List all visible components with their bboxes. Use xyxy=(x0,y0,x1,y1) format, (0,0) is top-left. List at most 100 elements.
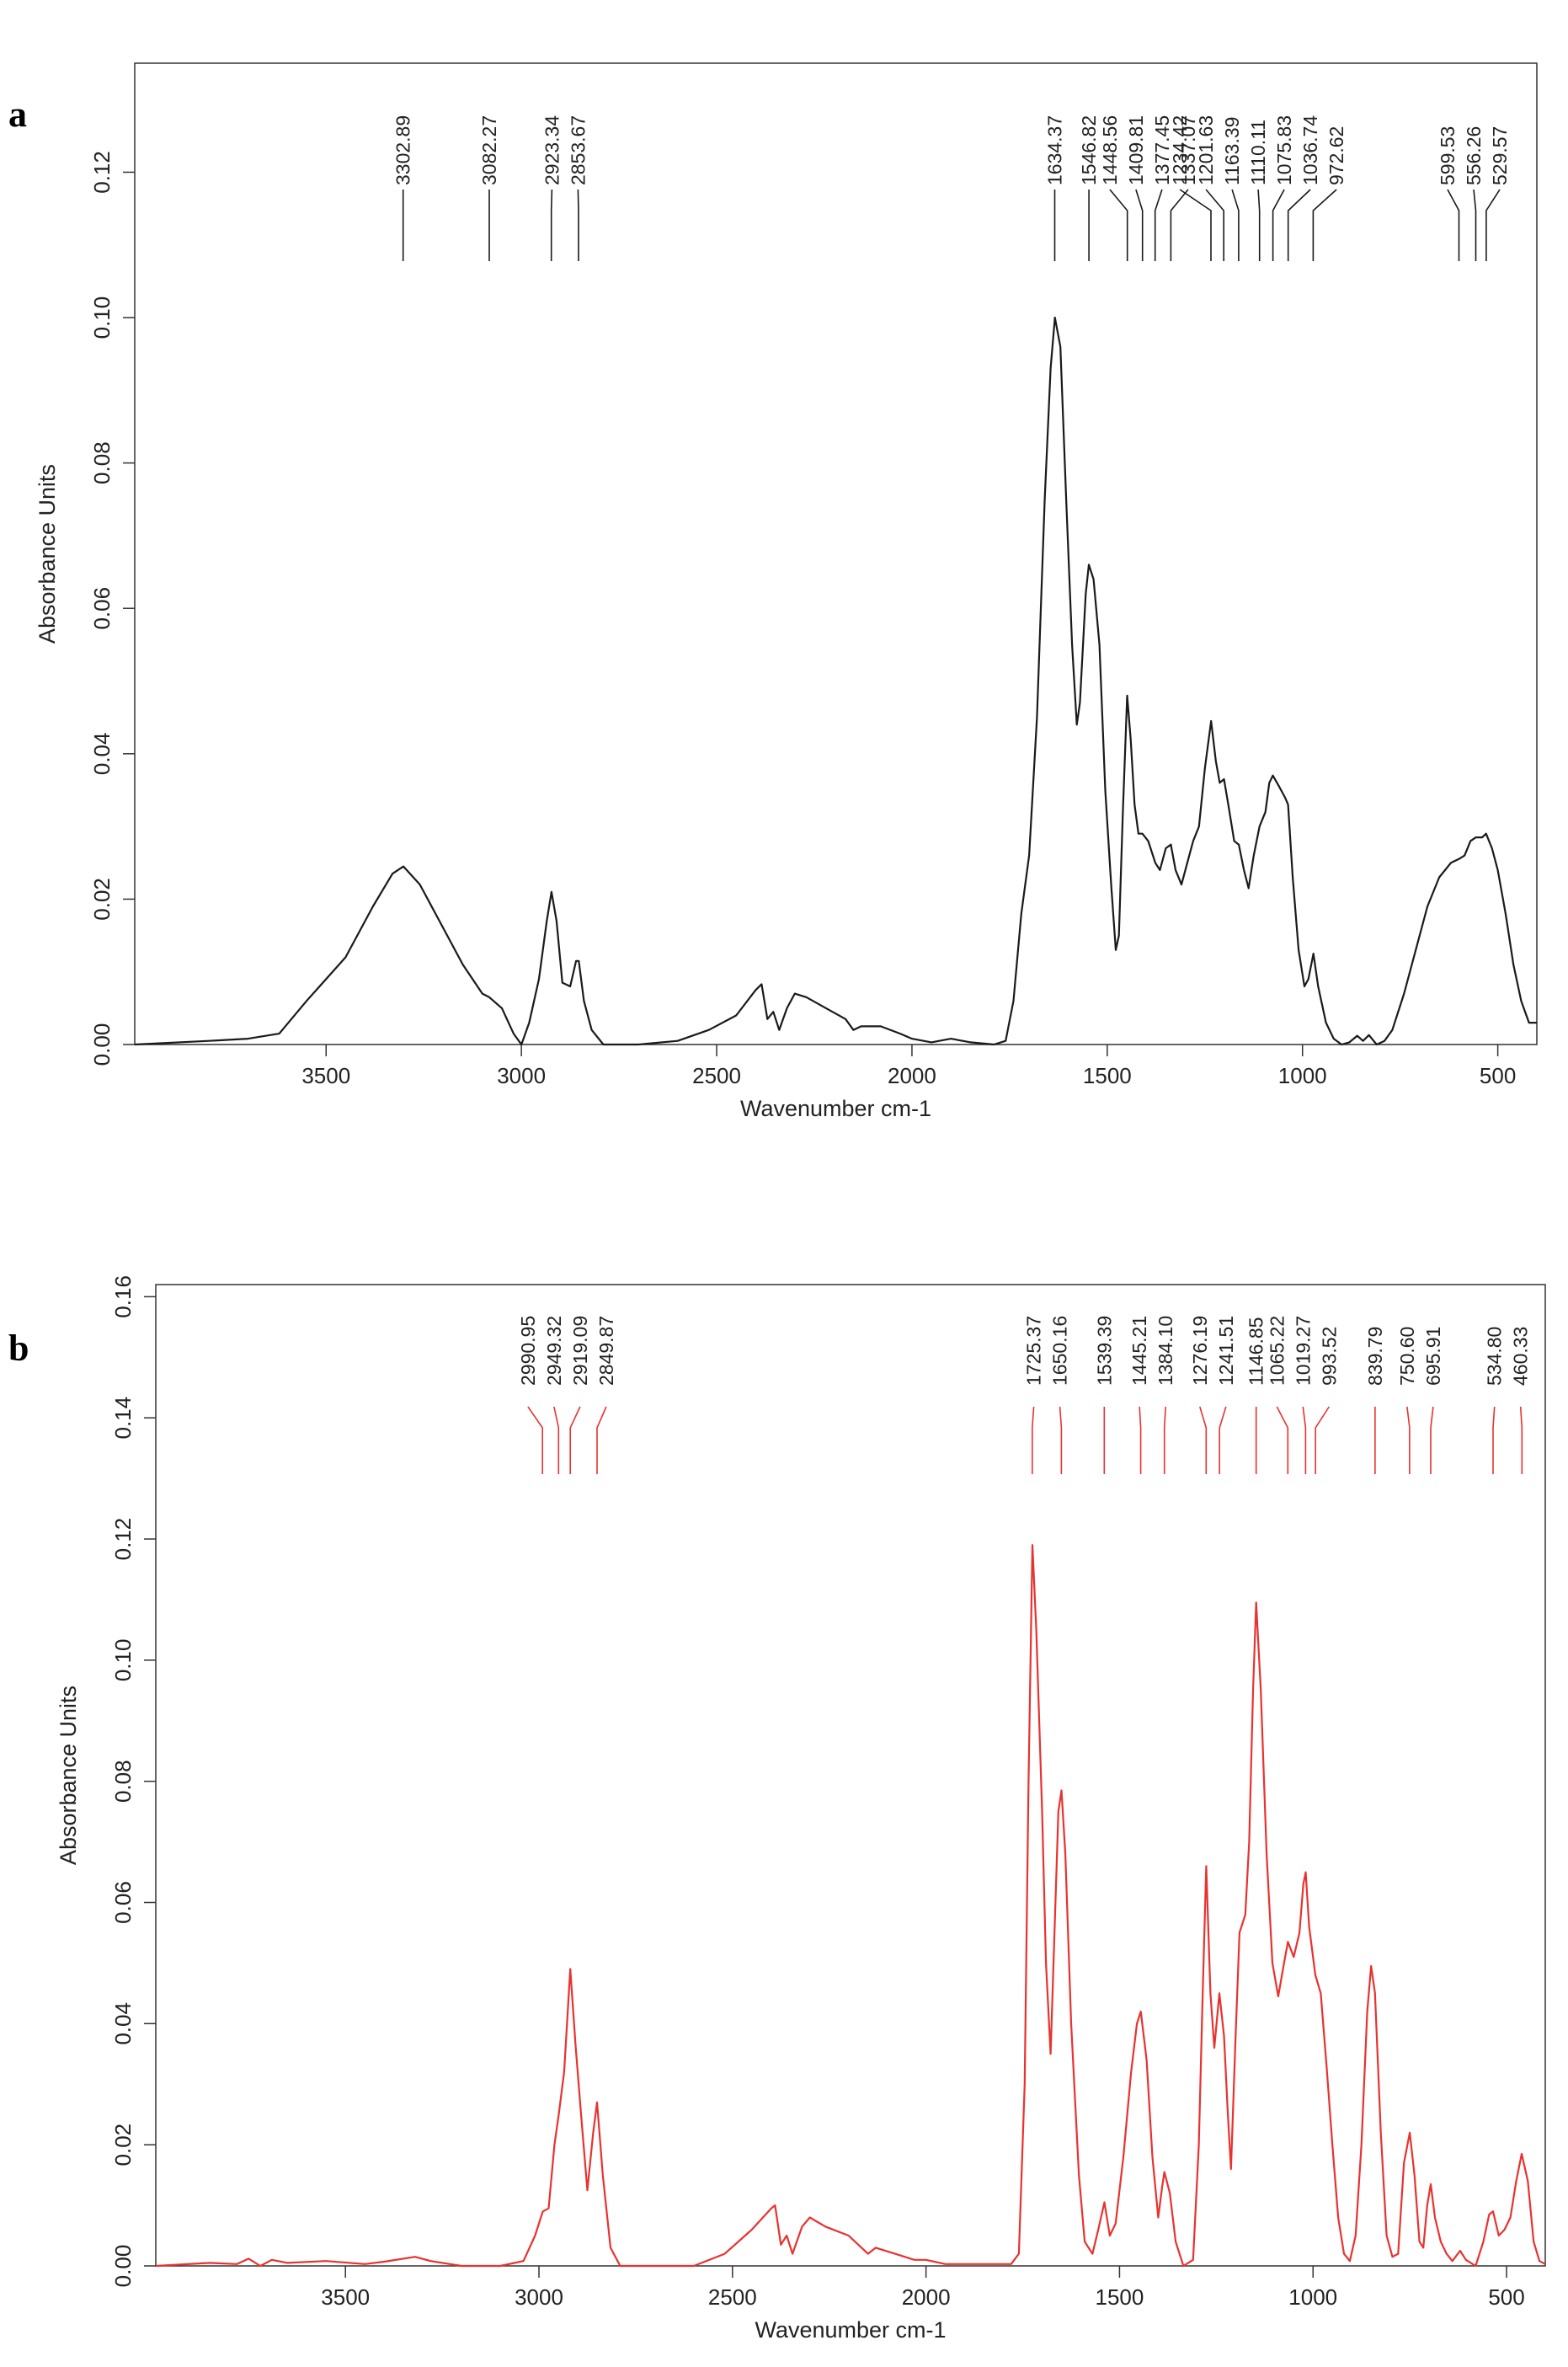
y-tick-label: 0.12 xyxy=(110,1518,136,1561)
x-tick-label: 3000 xyxy=(515,2284,563,2310)
peak-leader-line xyxy=(1485,189,1501,261)
x-tick-label: 2500 xyxy=(708,2284,757,2310)
y-axis-title: Absorbance Units xyxy=(35,464,60,644)
peak-leader-line xyxy=(1287,189,1311,261)
peak-leader-line xyxy=(1276,1406,1289,1474)
peak-label: 1725.37 xyxy=(1023,1316,1045,1386)
peak-leader-line xyxy=(553,1406,560,1474)
peak-leader-line xyxy=(1059,1406,1063,1474)
peak-leader-line xyxy=(1406,1406,1411,1474)
peak-label: 1409.81 xyxy=(1125,115,1147,185)
y-tick-label: 0.00 xyxy=(110,2245,136,2288)
peak-leader-line xyxy=(1199,1406,1208,1474)
peak-leader-line xyxy=(1257,189,1261,261)
x-tick-label: 1500 xyxy=(1083,1063,1132,1088)
peak-leader-line xyxy=(1302,1406,1307,1474)
y-tick-label: 0.06 xyxy=(110,1881,136,1924)
y-tick-label: 0.10 xyxy=(89,297,115,339)
panel-a-chart: a 3500 3000 2500 2000 1500 1000 500 0.00 0.02 0.04… xyxy=(8,62,1538,1121)
peak-label: 556.26 xyxy=(1463,126,1485,185)
spectrum-line xyxy=(134,316,1537,1046)
peak-label: 1448.56 xyxy=(1099,115,1121,185)
peak-leader-line xyxy=(1473,189,1477,261)
peak-label: 1539.39 xyxy=(1093,1316,1115,1386)
y-tick-label: 0.02 xyxy=(89,878,115,921)
peak-leader-line xyxy=(1205,189,1224,261)
peak-label: 3082.27 xyxy=(478,115,500,185)
peak-leader-line xyxy=(527,1406,543,1474)
peak-label: 1377.45 xyxy=(1151,115,1173,185)
peak-label: 1241.51 xyxy=(1215,1316,1237,1386)
peak-label: 599.53 xyxy=(1437,126,1459,185)
peak-leader-line xyxy=(1219,1406,1227,1474)
x-tick-label: 2500 xyxy=(692,1063,741,1088)
peak-leader-line xyxy=(1519,1406,1523,1474)
peak-label: 3302.89 xyxy=(392,115,414,185)
x-tick-label: 1000 xyxy=(1278,1063,1327,1088)
peak-label: 1650.16 xyxy=(1049,1316,1071,1386)
peak-leader-line xyxy=(1032,1406,1035,1474)
peak-label: 1634.37 xyxy=(1044,115,1066,185)
plot-frame xyxy=(155,1284,1546,2267)
peak-label: 1019.27 xyxy=(1292,1316,1314,1386)
peak-label: 1075.83 xyxy=(1273,115,1295,185)
peak-label: 1234.42 xyxy=(1169,115,1191,185)
peak-label: 2949.32 xyxy=(543,1316,565,1386)
peak-leader-line xyxy=(1139,1406,1142,1474)
peak-label: 1546.82 xyxy=(1078,115,1100,185)
y-tick-label: 0.08 xyxy=(89,441,115,484)
y-tick-label: 0.16 xyxy=(110,1275,136,1318)
x-tick-label: 1500 xyxy=(1096,2284,1144,2310)
peak-label: 2923.34 xyxy=(541,115,563,185)
peak-leader-line xyxy=(1315,1406,1330,1474)
peak-label: 1065.22 xyxy=(1266,1316,1288,1386)
spectrum-line xyxy=(155,1544,1546,2268)
x-tick-label: 500 xyxy=(1480,1063,1516,1088)
y-tick-label: 0.14 xyxy=(110,1397,136,1440)
x-tick-label: 2000 xyxy=(902,2284,951,2310)
y-tick-label: 0.00 xyxy=(89,1023,115,1066)
peak-leader-line xyxy=(1492,1406,1496,1474)
peak-leader-line xyxy=(577,189,579,261)
peak-label: 695.91 xyxy=(1422,1327,1444,1386)
peak-label: 1337.07 xyxy=(1177,115,1199,185)
y-tick-label: 0.06 xyxy=(89,587,115,630)
y-tick-label: 0.10 xyxy=(110,1639,136,1682)
peak-label: 1384.10 xyxy=(1155,1316,1176,1386)
peak-label: 460.33 xyxy=(1510,1327,1532,1386)
peak-label: 534.80 xyxy=(1484,1327,1506,1386)
peak-leader-line xyxy=(1170,189,1189,261)
x-tick-label: 3000 xyxy=(497,1063,546,1088)
peak-label: 1036.74 xyxy=(1299,115,1321,185)
x-tick-label: 500 xyxy=(1488,2284,1524,2310)
x-axis-title: Wavenumber cm-1 xyxy=(740,1096,931,1121)
peak-leader-line xyxy=(569,1406,581,1474)
peak-label: 1110.11 xyxy=(1247,120,1269,185)
y-tick-label: 0.04 xyxy=(89,733,115,776)
peak-label: 1201.63 xyxy=(1195,115,1217,185)
peak-label: 529.57 xyxy=(1489,126,1511,185)
y-tick-label: 0.04 xyxy=(110,2002,136,2045)
x-tick-label: 2000 xyxy=(888,1063,936,1088)
peak-leader-line xyxy=(596,1406,607,1474)
peak-leader-line xyxy=(1154,189,1163,261)
peak-label: 1163.39 xyxy=(1221,117,1243,185)
peak-label: 750.60 xyxy=(1396,1327,1418,1386)
peak-leader-line xyxy=(1430,1406,1434,1474)
peak-leader-line xyxy=(1135,189,1144,261)
peak-leader-line xyxy=(1231,189,1240,261)
panel-label-a: a xyxy=(8,94,27,135)
panel-a-spectrum: a 3500 3000 2500 2000 1500 1000 500 0.00 0.02 0.04… xyxy=(8,62,1538,1121)
peak-label: 1146.85 xyxy=(1245,1317,1267,1386)
peak-leader-line xyxy=(1447,189,1460,261)
peak-label: 2919.09 xyxy=(569,1316,591,1386)
peak-leader-line xyxy=(1163,1406,1166,1474)
x-tick-label: 3500 xyxy=(321,2284,370,2310)
peak-leader-line xyxy=(1179,189,1212,261)
peak-leader-line xyxy=(1109,189,1128,261)
y-tick-label: 0.02 xyxy=(110,2124,136,2167)
peak-label: 839.79 xyxy=(1364,1327,1386,1386)
peak-label: 993.52 xyxy=(1318,1327,1340,1386)
peak-label: 2990.95 xyxy=(517,1316,539,1386)
peak-leader-line xyxy=(1312,189,1337,261)
